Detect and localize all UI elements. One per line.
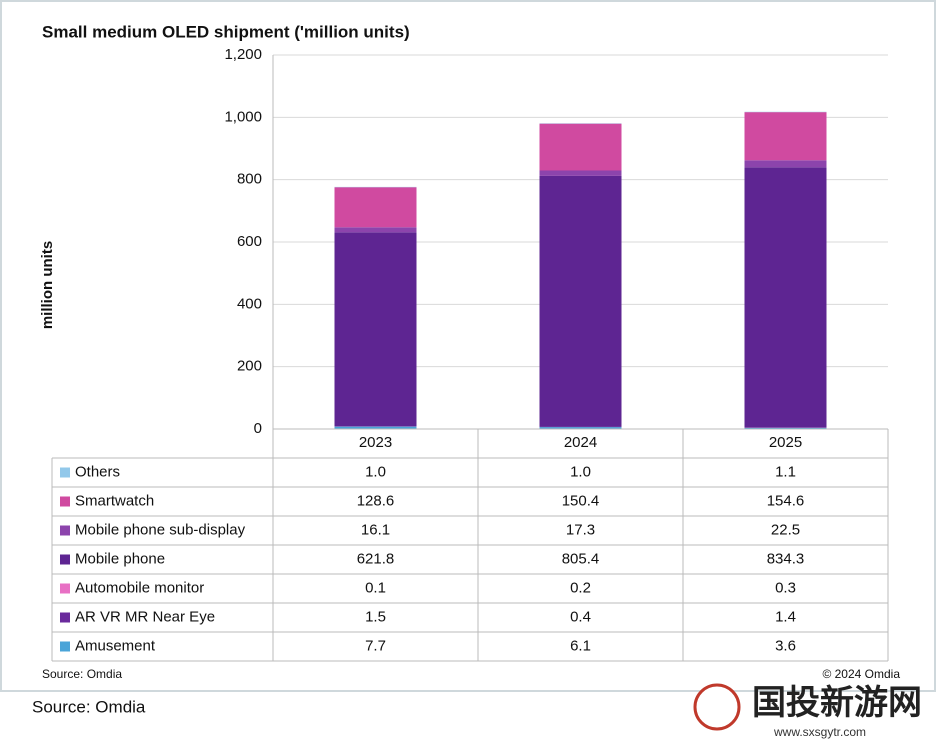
table-value: 0.4 [570,608,591,625]
x-tick-label: 2024 [564,434,597,451]
legend-label: Mobile phone sub-display [75,521,246,538]
legend-label: Others [75,463,120,480]
table-value: 0.2 [570,579,591,596]
table-value: 1.0 [570,463,591,480]
table-value: 17.3 [566,521,595,538]
legend-label: Automobile monitor [75,579,204,596]
legend-label: AR VR MR Near Eye [75,608,215,625]
legend-label: Amusement [75,637,156,654]
table-value: 128.6 [357,492,395,509]
watermark-url: www.sxsgytr.com [773,725,866,739]
bar-segment [334,232,417,427]
bar-segment [744,112,827,161]
table-value: 3.6 [775,637,796,654]
table-value: 621.8 [357,550,395,567]
legend-swatch [60,612,70,623]
x-tick-label: 2025 [769,434,802,451]
legend-swatch [60,583,70,594]
table-value: 16.1 [361,521,390,538]
bar-segment [744,167,827,428]
legend-label: Smartwatch [75,492,154,509]
bar-segment [334,187,417,228]
legend-swatch [60,554,70,565]
y-tick-label: 1,000 [224,108,262,125]
legend-label: Mobile phone [75,550,165,567]
bar-segment [334,227,417,233]
bar-segment [539,170,622,176]
table-value: 22.5 [771,521,800,538]
bar-segment [334,426,417,429]
legend-swatch [60,496,70,507]
y-tick-label: 400 [237,295,262,312]
legend-swatch [60,641,70,652]
bar-segment [744,160,827,168]
table-value: 834.3 [767,550,805,567]
y-tick-label: 1,200 [224,46,262,63]
bar-segment [539,175,622,427]
table-value: 0.1 [365,579,386,596]
table-value: 150.4 [562,492,600,509]
table-value: 1.5 [365,608,386,625]
watermark-logo [693,683,741,731]
y-tick-label: 800 [237,171,262,188]
x-tick-label: 2023 [359,434,392,451]
source: Source: Omdia [32,697,146,716]
table-value: 1.0 [365,463,386,480]
watermark: 国投新游网 [752,684,922,722]
copyright: © 2024 Omdia [822,667,900,681]
bar-segment [539,427,622,429]
chart-title: Small medium OLED shipment ('million uni… [42,22,410,41]
y-tick-label: 200 [237,358,262,375]
table-value: 1.1 [775,463,796,480]
table-value: 6.1 [570,637,591,654]
source-note: Source: Omdia [42,667,122,681]
table-value: 7.7 [365,637,386,654]
table-value: 154.6 [767,492,805,509]
y-tick-label: 0 [254,420,262,437]
bar-segment [539,123,622,171]
y-tick-label: 600 [237,233,262,250]
table-value: 0.3 [775,579,796,596]
table-value: 805.4 [562,550,600,567]
legend-swatch [60,467,70,478]
y-axis-label: million units [39,241,56,329]
legend-swatch [60,525,70,536]
bar-segment [744,427,827,429]
table-value: 1.4 [775,608,796,625]
